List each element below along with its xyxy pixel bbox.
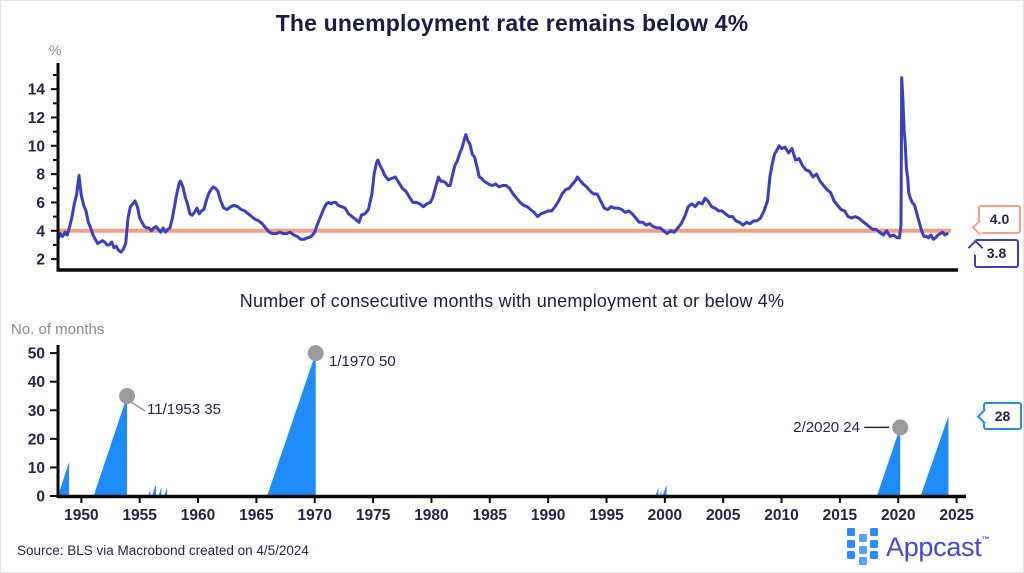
svg-text:1995: 1995 [589,507,624,524]
svg-text:4: 4 [36,223,45,240]
svg-text:1985: 1985 [473,507,508,524]
svg-text:30: 30 [28,403,45,420]
svg-text:10: 10 [28,138,45,155]
logo-square [858,545,867,554]
svg-text:6: 6 [36,195,45,212]
svg-text:1990: 1990 [531,507,565,524]
svg-text:1955: 1955 [122,507,157,524]
logo-square [847,551,855,559]
latest-rate-label: 3.8 [986,245,1007,261]
svg-text:8: 8 [36,167,45,184]
appcast-logo-icon [847,528,878,566]
svg-text:0: 0 [36,489,45,506]
svg-text:2005: 2005 [706,507,741,524]
svg-text:10: 10 [28,460,45,477]
logo-square [858,557,867,565]
svg-text:2015: 2015 [823,507,858,524]
svg-text:1970: 1970 [297,507,331,524]
svg-text:1950: 1950 [64,507,98,524]
annotation-nov-1953: 11/1953 35 [147,401,221,418]
svg-text:20: 20 [28,431,45,448]
current-streak-label: 28 [994,408,1011,424]
svg-text:2: 2 [36,252,45,269]
annotation-jan-1970: 1/1970 50 [329,353,396,370]
logo-square [870,528,878,536]
current-streak-value-callout: 28 [976,402,1022,430]
svg-text:2020: 2020 [881,507,915,524]
reference-line-value-callout: 4.0 [971,205,1021,236]
appcast-logo-text: Appcast™ [886,531,990,562]
logo-square [847,539,855,548]
svg-text:2000: 2000 [648,507,682,524]
latest-rate-value-callout: 3.8 [967,239,1019,268]
svg-text:40: 40 [28,374,45,391]
logo-square [870,539,878,548]
logo-square [858,534,867,542]
svg-text:2025: 2025 [939,507,974,524]
top-y-axis-unit-label: % [49,42,62,58]
svg-text:1960: 1960 [181,507,215,524]
svg-text:2010: 2010 [764,507,798,524]
svg-text:50: 50 [28,346,45,363]
svg-text:14: 14 [28,82,46,99]
appcast-logo: Appcast™ [847,528,989,566]
source-note: Source: BLS via Macrobond created on 4/5… [17,543,309,558]
bottom-chart-title: Number of consecutive months with unempl… [239,291,785,311]
svg-text:12: 12 [28,110,45,127]
svg-text:1965: 1965 [239,507,274,524]
logo-square [870,551,878,559]
chart-title: The unemployment rate remains below 4% [275,10,749,36]
reference-value-label: 4.0 [989,211,1010,227]
logo-square [847,528,855,536]
bottom-y-axis-unit-label: No. of months [11,321,105,338]
svg-text:1980: 1980 [414,507,448,524]
svg-text:1975: 1975 [356,507,391,524]
annotation-feb-2020: 2/2020 24 [793,419,860,436]
